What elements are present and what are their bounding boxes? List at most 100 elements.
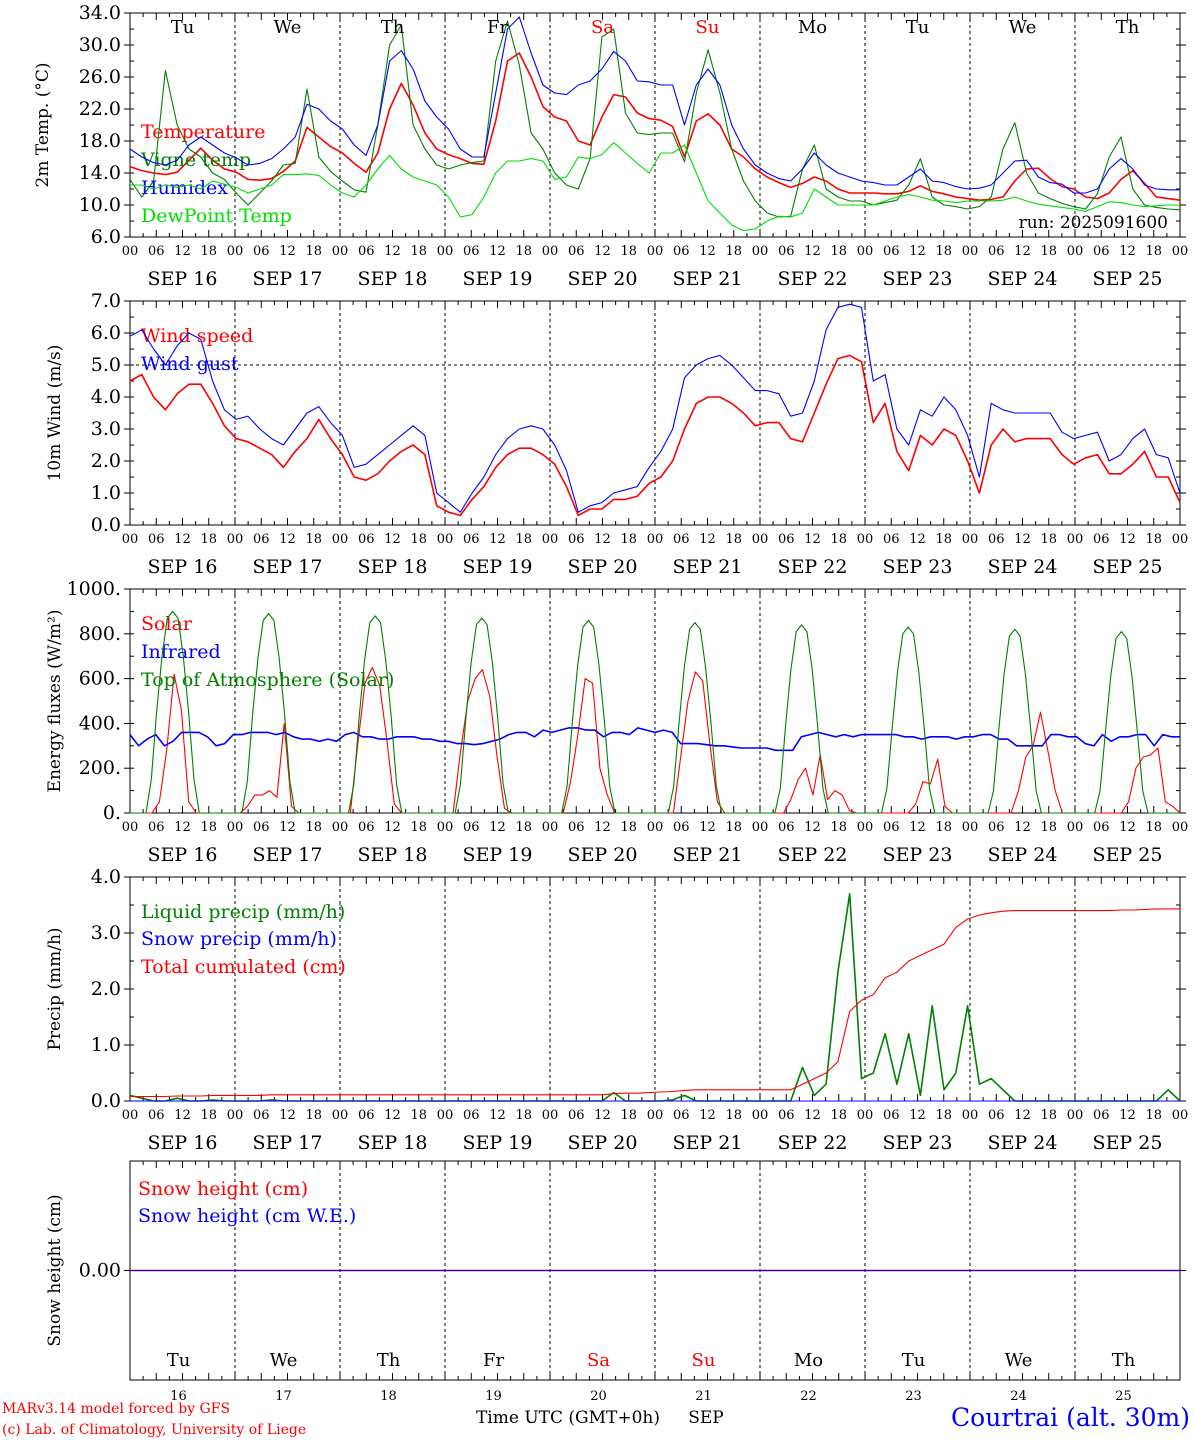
x-hour-label: 18 xyxy=(620,820,637,835)
x-date-label: SEP 21 xyxy=(673,556,743,578)
x-date-label: SEP 18 xyxy=(358,1132,428,1154)
legend-entry: Temperature xyxy=(141,121,265,143)
y-tick-label: 4.0 xyxy=(91,866,121,888)
day-name-bottom: Fr xyxy=(483,1350,504,1371)
x-hour-label: 00 xyxy=(857,820,874,835)
footer-credit: (c) Lab. of Climatology, University of L… xyxy=(2,1422,306,1438)
x-hour-label: 12 xyxy=(174,532,191,547)
x-hour-label: 00 xyxy=(752,532,769,547)
x-hour-label: 06 xyxy=(883,532,900,547)
x-hour-label: 00 xyxy=(752,244,769,259)
x-hour-label: 18 xyxy=(725,820,742,835)
y-tick-label: 5.0 xyxy=(91,354,121,376)
x-hour-label: 06 xyxy=(1093,1108,1110,1123)
x-hour-label: 18 xyxy=(305,1108,322,1123)
y-tick-label: 600. xyxy=(79,668,121,690)
x-hour-label: 12 xyxy=(909,1108,926,1123)
x-hour-label: 18 xyxy=(830,820,847,835)
x-hour-label: 06 xyxy=(883,820,900,835)
x-hour-label: 06 xyxy=(253,244,270,259)
y-tick-label: 22.0 xyxy=(79,98,121,120)
x-hour-label: 12 xyxy=(804,244,821,259)
y-tick-label: 4.0 xyxy=(91,386,121,408)
x-date-label: SEP 18 xyxy=(358,844,428,866)
x-hour-label: 18 xyxy=(305,244,322,259)
x-date-label: SEP 25 xyxy=(1093,844,1163,866)
y-tick-label: 1.0 xyxy=(91,1034,121,1056)
x-hour-label: 12 xyxy=(594,820,611,835)
x-hour-label: 06 xyxy=(1093,820,1110,835)
x-hour-label: 00 xyxy=(647,532,664,547)
series-line-2 xyxy=(129,303,1181,513)
x-hour-label: 06 xyxy=(778,1108,795,1123)
day-number: 25 xyxy=(1115,1389,1132,1404)
x-hour-label: 06 xyxy=(253,820,270,835)
run-label: run: 2025091600 xyxy=(1019,213,1168,233)
x-hour-label: 06 xyxy=(673,532,690,547)
x-date-label: SEP 24 xyxy=(988,844,1058,866)
x-hour-label: 12 xyxy=(279,244,296,259)
series-line-3 xyxy=(130,908,1180,1098)
x-hour-label: 00 xyxy=(332,820,349,835)
day-name-top: We xyxy=(274,17,302,38)
x-hour-label: 18 xyxy=(200,244,217,259)
x-hour-label: 06 xyxy=(358,532,375,547)
x-date-label: SEP 22 xyxy=(778,1132,848,1154)
x-hour-label: 18 xyxy=(1145,1108,1162,1123)
legend-entry: Snow height (cm W.E.) xyxy=(138,1205,356,1227)
x-hour-label: 18 xyxy=(1040,244,1057,259)
day-name-top: Th xyxy=(381,17,405,38)
x-date-label: SEP 21 xyxy=(673,268,743,290)
x-hour-label: 12 xyxy=(489,1108,506,1123)
y-tick-label: 800. xyxy=(79,623,121,645)
x-hour-label: 00 xyxy=(542,532,559,547)
x-hour-label: 12 xyxy=(1119,532,1136,547)
x-date-label: SEP 23 xyxy=(883,1132,953,1154)
day-number: 24 xyxy=(1010,1389,1027,1404)
x-hour-label: 18 xyxy=(830,244,847,259)
day-name-top: Fr xyxy=(487,17,508,38)
y-tick-label: 26.0 xyxy=(79,66,121,88)
x-date-label: SEP 22 xyxy=(778,556,848,578)
day-name-bottom: We xyxy=(270,1350,298,1371)
legend-entry: Top of Atmosphere (Solar) xyxy=(141,669,394,691)
y-tick-label: 18.0 xyxy=(79,130,121,152)
day-number: 16 xyxy=(170,1389,187,1404)
x-hour-label: 18 xyxy=(200,532,217,547)
x-hour-label: 12 xyxy=(384,820,401,835)
x-hour-label: 06 xyxy=(673,244,690,259)
legend-entry: Snow height (cm) xyxy=(138,1178,308,1200)
x-hour-label: 06 xyxy=(988,820,1005,835)
x-hour-label: 00 xyxy=(962,820,979,835)
day-name-top: Mo xyxy=(798,17,827,38)
footer-model: MARv3.14 model forced by GFS xyxy=(2,1401,230,1417)
x-hour-label: 00 xyxy=(437,820,454,835)
x-hour-label: 06 xyxy=(988,1108,1005,1123)
x-hour-label: 12 xyxy=(1014,820,1031,835)
x-hour-label: 00 xyxy=(437,532,454,547)
series-line-3 xyxy=(130,610,1180,814)
x-hour-label: 12 xyxy=(699,532,716,547)
x-hour-label: 12 xyxy=(1014,532,1031,547)
x-hour-label: 06 xyxy=(1093,532,1110,547)
x-hour-label: 18 xyxy=(1040,1108,1057,1123)
x-hour-label: 18 xyxy=(830,532,847,547)
x-hour-label: 00 xyxy=(1172,244,1189,259)
x-hour-label: 00 xyxy=(1067,244,1084,259)
legend-entry: Wind gust xyxy=(141,353,239,375)
y-tick-label: 30.0 xyxy=(79,34,121,56)
x-date-label: SEP 16 xyxy=(148,556,218,578)
x-hour-label: 18 xyxy=(410,532,427,547)
x-date-label: SEP 20 xyxy=(568,1132,638,1154)
day-number: 23 xyxy=(905,1389,922,1404)
x-hour-label: 00 xyxy=(227,244,244,259)
y-tick-label: 1000. xyxy=(67,578,121,600)
x-hour-label: 18 xyxy=(935,532,952,547)
x-hour-label: 06 xyxy=(148,244,165,259)
x-date-label: SEP 20 xyxy=(568,556,638,578)
day-name-top: We xyxy=(1009,17,1037,38)
x-hour-label: 00 xyxy=(1172,532,1189,547)
x-hour-label: 06 xyxy=(358,1108,375,1123)
x-hour-label: 00 xyxy=(437,244,454,259)
x-date-label: SEP 18 xyxy=(358,556,428,578)
